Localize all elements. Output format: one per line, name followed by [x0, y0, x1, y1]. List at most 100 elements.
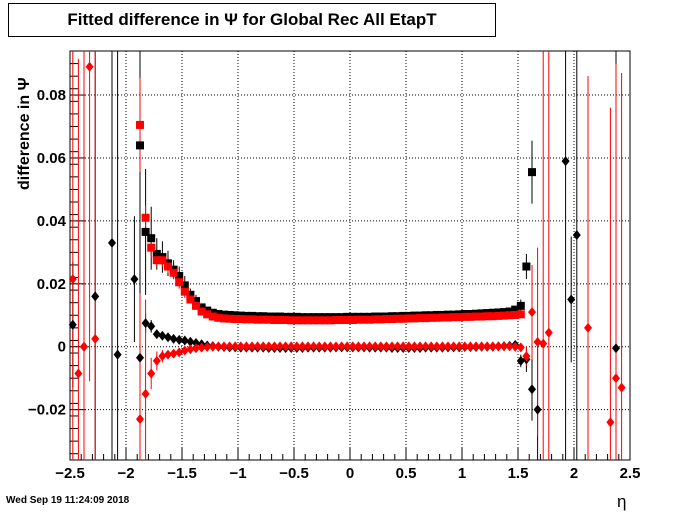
diamond-marker [343, 341, 352, 352]
diamond-marker [444, 341, 452, 352]
square-marker [516, 310, 525, 319]
diamond-marker [74, 368, 83, 379]
square-marker [236, 315, 245, 324]
diamond-marker [488, 341, 497, 352]
square-marker [416, 314, 424, 323]
square-marker [264, 315, 273, 324]
square-marker [136, 141, 144, 150]
y-tick-label: −0.02 [28, 402, 66, 419]
x-tick-label: 2 [570, 465, 578, 482]
y-tick-label: 0.08 [37, 87, 66, 104]
grid-lines [70, 51, 630, 460]
x-tick-label: −1 [229, 465, 246, 482]
diamond-marker [360, 341, 368, 352]
x-tick-label: 2.5 [620, 465, 641, 482]
diamond-marker [91, 333, 100, 344]
diamond-marker [242, 341, 251, 352]
diamond-marker [225, 341, 234, 352]
diamond-marker [561, 156, 570, 167]
square-marker [500, 311, 508, 320]
diamond-marker [404, 341, 413, 352]
diamond-marker [164, 349, 172, 360]
diamond-marker [511, 341, 520, 352]
square-marker [298, 316, 307, 325]
diamond-marker [494, 341, 503, 352]
diamond-marker [130, 274, 139, 285]
diamond-marker [472, 341, 480, 352]
square-marker [511, 305, 520, 314]
diamond-marker [152, 355, 161, 366]
diamond-marker [203, 342, 212, 353]
square-marker [466, 312, 475, 321]
diamond-marker [108, 237, 116, 248]
diamond-marker [477, 341, 486, 352]
y-axis-label: difference in Ψ [16, 77, 33, 190]
diamond-marker [287, 341, 296, 352]
square-marker [152, 249, 161, 258]
diamond-marker [533, 404, 542, 415]
square-marker [203, 310, 212, 319]
square-marker [438, 313, 447, 322]
diamond-marker [376, 341, 385, 352]
square-marker [141, 227, 150, 236]
square-marker [175, 271, 184, 280]
square-marker [292, 316, 301, 325]
diamond-marker [186, 336, 195, 347]
diamond-marker [544, 327, 553, 338]
diamond-marker [337, 341, 346, 352]
diamond-marker [539, 338, 548, 349]
square-marker [281, 315, 290, 324]
timestamp: Wed Sep 19 11:24:09 2018 [6, 495, 130, 506]
square-marker [192, 301, 200, 310]
square-marker [505, 311, 514, 320]
diamond-marker [141, 318, 150, 329]
diamond-marker [606, 417, 615, 428]
diamond-marker [85, 61, 94, 72]
square-marker [455, 313, 464, 322]
square-marker [175, 278, 184, 287]
diamond-marker [432, 341, 441, 352]
square-marker [348, 315, 357, 324]
diamond-marker [220, 341, 228, 352]
square-marker [231, 315, 240, 324]
diamond-marker [584, 322, 592, 333]
diamond-marker [164, 332, 172, 343]
diamond-marker [158, 330, 167, 341]
diamond-marker [382, 341, 391, 352]
x-tick-label: −2 [117, 465, 134, 482]
diamond-marker [180, 345, 189, 356]
square-marker [449, 313, 458, 322]
diamond-marker [197, 342, 206, 353]
square-marker [147, 243, 156, 252]
square-marker [371, 315, 380, 324]
chart-title: Fitted difference in Ψ for Global Rec Al… [8, 3, 496, 37]
square-marker [404, 314, 413, 323]
square-marker [472, 312, 480, 321]
square-marker [444, 313, 452, 322]
square-marker [516, 301, 525, 310]
square-marker [376, 315, 385, 324]
diamond-marker [348, 341, 357, 352]
diamond-marker [572, 230, 581, 241]
square-marker [337, 315, 346, 324]
square-marker [147, 234, 156, 243]
diamond-marker [248, 341, 256, 352]
diamond-marker [281, 341, 290, 352]
diamond-marker [388, 341, 396, 352]
diamond-marker [449, 341, 458, 352]
square-marker [192, 297, 200, 306]
square-marker [494, 311, 503, 320]
square-marker [360, 315, 368, 324]
square-marker [186, 295, 195, 304]
square-marker [354, 315, 363, 324]
square-marker [393, 314, 402, 323]
diamond-marker [214, 341, 223, 352]
square-marker [287, 316, 296, 325]
square-marker [332, 315, 340, 324]
diamond-marker [371, 341, 380, 352]
diamond-marker [192, 337, 200, 348]
square-marker [214, 313, 223, 322]
diamond-marker [113, 349, 122, 360]
diamond-marker [427, 341, 436, 352]
diamond-marker [500, 341, 508, 352]
